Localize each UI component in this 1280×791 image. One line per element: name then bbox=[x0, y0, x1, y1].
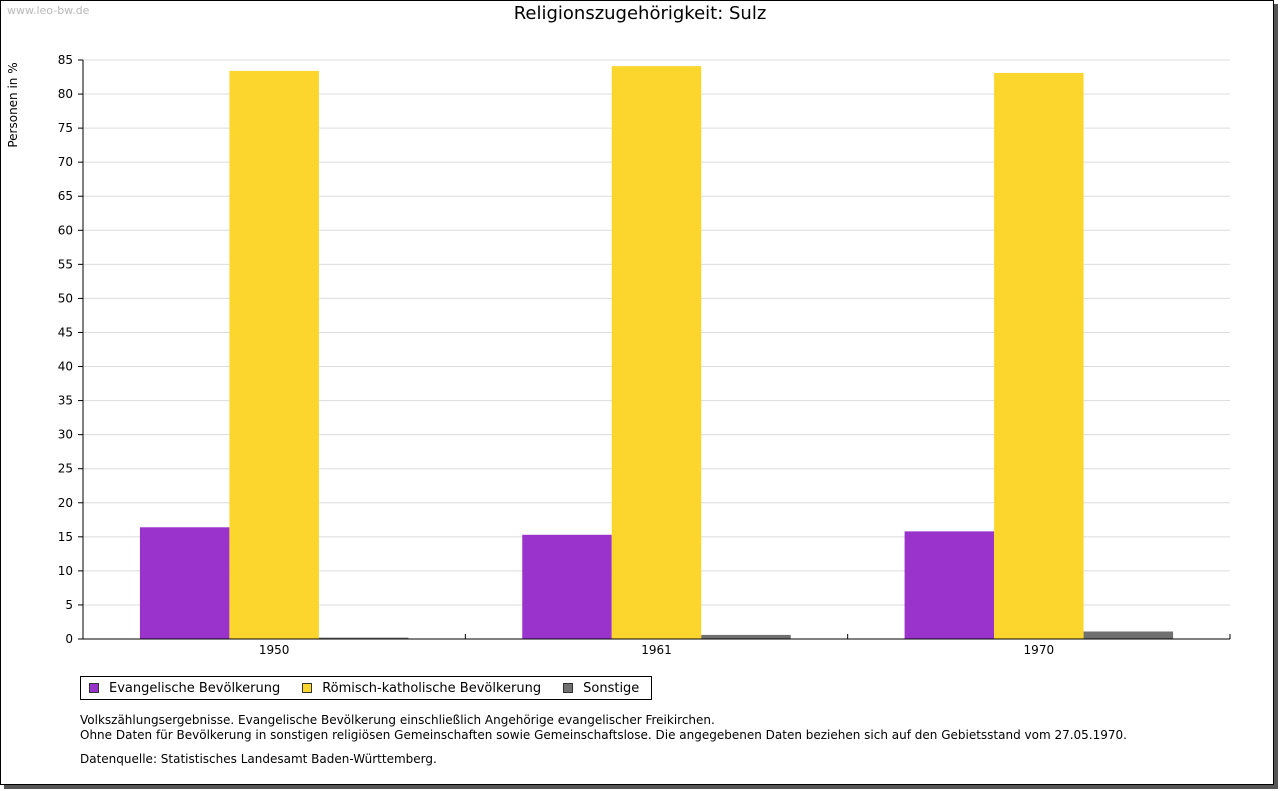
legend-item-evangelisch: Evangelische Bevölkerung bbox=[89, 681, 280, 696]
y-tick-label-45: 45 bbox=[58, 325, 73, 339]
y-tick-label-75: 75 bbox=[58, 121, 73, 135]
legend-swatch-evangelisch bbox=[89, 683, 99, 693]
y-tick-label-5: 5 bbox=[65, 598, 73, 612]
bar-1961-2 bbox=[701, 634, 791, 639]
legend-label-evangelisch: Evangelische Bevölkerung bbox=[109, 680, 281, 696]
data-source: Datenquelle: Statistisches Landesamt Bad… bbox=[80, 752, 437, 766]
y-tick-label-65: 65 bbox=[58, 189, 73, 203]
y-tick-label-15: 15 bbox=[58, 530, 73, 544]
y-tick-label-60: 60 bbox=[58, 223, 73, 237]
y-tick-label-30: 30 bbox=[58, 428, 73, 442]
bar-1970-1 bbox=[994, 72, 1084, 639]
legend-swatch-sonstige bbox=[563, 683, 574, 693]
x-tick-label-1961: 1961 bbox=[641, 643, 672, 657]
y-tick-label-0: 0 bbox=[65, 632, 73, 646]
bar-1950-2 bbox=[318, 637, 409, 639]
x-tick-label-1950: 1950 bbox=[259, 643, 290, 657]
bar-1970-0 bbox=[904, 531, 995, 639]
y-tick-label-50: 50 bbox=[58, 291, 73, 305]
bar-1950-1 bbox=[229, 70, 319, 640]
bar-1970-2 bbox=[1083, 631, 1174, 639]
legend: Evangelische Bevölkerung Römisch-katholi… bbox=[80, 676, 653, 700]
bar-1950-0 bbox=[139, 527, 230, 639]
bar-chart: 0 5 10 15 20 25 30 35 40 45 50 55 60 65 70 75 80 85 1950 19… bbox=[58, 53, 1231, 657]
y-tick-label-40: 40 bbox=[58, 360, 73, 374]
legend-item-katholisch: Römisch-katholische Bevölkerung bbox=[302, 681, 541, 696]
footnotes: Volkszählungsergebnisse. Evangelische Be… bbox=[80, 713, 1127, 742]
y-tick-label-35: 35 bbox=[58, 394, 73, 408]
legend-item-sonstige: Sonstige bbox=[563, 681, 639, 696]
y-tick-label-25: 25 bbox=[58, 462, 73, 476]
y-tick-label-80: 80 bbox=[58, 87, 73, 101]
y-tick-label-85: 85 bbox=[58, 53, 73, 67]
bar-1961-1 bbox=[611, 66, 702, 639]
chart-title: Religionszugehörigkeit: Sulz bbox=[513, 3, 767, 24]
footnote-line-1: Volkszählungsergebnisse. Evangelische Be… bbox=[80, 713, 715, 727]
footnote-line-2: Ohne Daten für Bevölkerung in sonstigen … bbox=[80, 727, 1127, 742]
y-tick-label-70: 70 bbox=[58, 155, 73, 169]
y-tick-label-20: 20 bbox=[58, 496, 73, 510]
legend-swatch-katholisch bbox=[302, 683, 313, 693]
watermark: www.leo-bw.de bbox=[7, 4, 90, 17]
bar-1961-0 bbox=[522, 534, 612, 639]
y-tick-label-55: 55 bbox=[58, 257, 73, 271]
legend-label-katholisch: Römisch-katholische Bevölkerung bbox=[322, 680, 542, 696]
y-tick-label-10: 10 bbox=[58, 564, 73, 578]
x-tick-label-1970: 1970 bbox=[1024, 643, 1055, 657]
legend-label-sonstige: Sonstige bbox=[583, 680, 640, 696]
